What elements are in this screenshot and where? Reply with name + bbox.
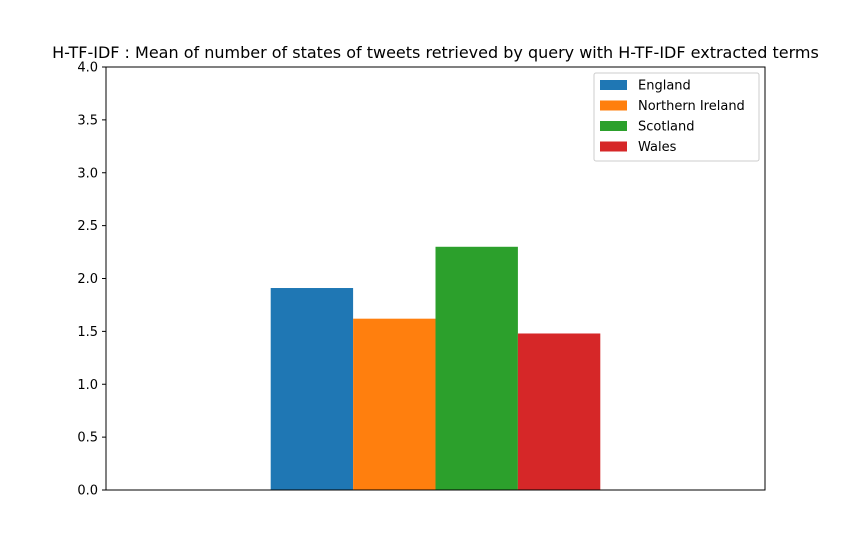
bar-scotland [435,246,518,490]
legend-label-northern-ireland: Northern Ireland [638,99,745,114]
bar-wales [517,333,601,490]
y-tick-label: 3.0 [77,166,98,181]
y-tick-label: 1.0 [77,378,98,393]
legend-swatch-scotland [600,121,627,131]
legend: England Northern Ireland Scotland Wales [593,72,760,162]
chart-title: H-TF-IDF : Mean of number of states of t… [52,43,819,62]
bars-layer [270,246,601,490]
bar-northern-ireland [353,318,436,490]
bar-england [270,288,354,490]
y-tick-label: 0.0 [77,484,98,499]
legend-label-wales: Wales [638,140,677,155]
legend-label-england: England [638,79,691,94]
y-axis: 0.0 0.5 1.0 1.5 2.0 2.5 3.0 3.5 4.0 [77,61,106,499]
y-tick-label: 3.5 [77,113,98,128]
y-tick-label: 2.5 [77,219,98,234]
y-tick-label: 1.5 [77,325,98,340]
legend-swatch-england [600,80,627,90]
legend-box [593,72,760,162]
legend-swatch-wales [600,141,627,152]
legend-swatch-northern-ireland [600,100,627,111]
y-tick-label: 2.0 [77,272,98,287]
y-tick-label: 0.5 [77,431,98,446]
y-tick-label: 4.0 [77,61,98,76]
legend-label-scotland: Scotland [638,120,695,135]
